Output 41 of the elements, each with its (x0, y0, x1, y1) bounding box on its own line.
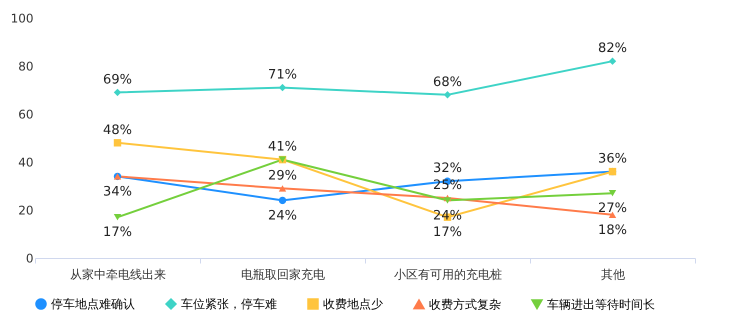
point (114, 214, 122, 220)
x-tick-label: 电瓶取回家充电 (241, 268, 325, 282)
data-label: 71% (268, 68, 297, 83)
data-label: 25% (433, 178, 462, 193)
data-label: 32% (433, 161, 462, 176)
data-label: 48% (103, 122, 132, 138)
data-label: 34% (103, 184, 132, 200)
data-label: 17% (103, 225, 132, 240)
y-tick-label: 20 (18, 204, 34, 218)
data-label: 82% (598, 41, 627, 56)
point (278, 196, 286, 204)
data-label: 69% (103, 72, 132, 88)
data-label: 27% (598, 201, 627, 216)
y-tick-label: 40 (18, 156, 34, 170)
data-label: 29% (268, 168, 297, 184)
legend-label: 收费地点少 (323, 297, 383, 311)
legend-label: 停车地点难确认 (51, 297, 135, 311)
y-tick-label: 0 (26, 252, 34, 266)
y-tick-label: 100 (10, 12, 34, 26)
legend-label: 车辆进出等待时间长 (547, 297, 655, 312)
point (114, 88, 122, 96)
y-tick-label: 60 (18, 108, 34, 122)
point (114, 139, 122, 147)
data-label: 36% (598, 152, 627, 167)
legend-label: 车位紧张，停车难 (181, 297, 277, 311)
data-label: 18% (598, 222, 627, 238)
point (608, 190, 616, 196)
data-label: 24% (268, 208, 297, 224)
point (444, 197, 452, 204)
data-label: 17% (433, 225, 462, 240)
point (444, 91, 452, 99)
data-label: 41% (268, 140, 297, 155)
x-tick-label: 小区有可用的充电桩 (394, 268, 502, 282)
point (278, 185, 286, 192)
x-tick-label: 从家中牵电线出来 (70, 268, 166, 282)
legend-label: 收费方式复杂 (429, 297, 501, 312)
data-label: 68% (433, 74, 462, 90)
point (608, 57, 616, 65)
point (278, 84, 286, 92)
y-tick-label: 80 (18, 60, 34, 74)
x-tick-label: 其他 (601, 268, 625, 282)
